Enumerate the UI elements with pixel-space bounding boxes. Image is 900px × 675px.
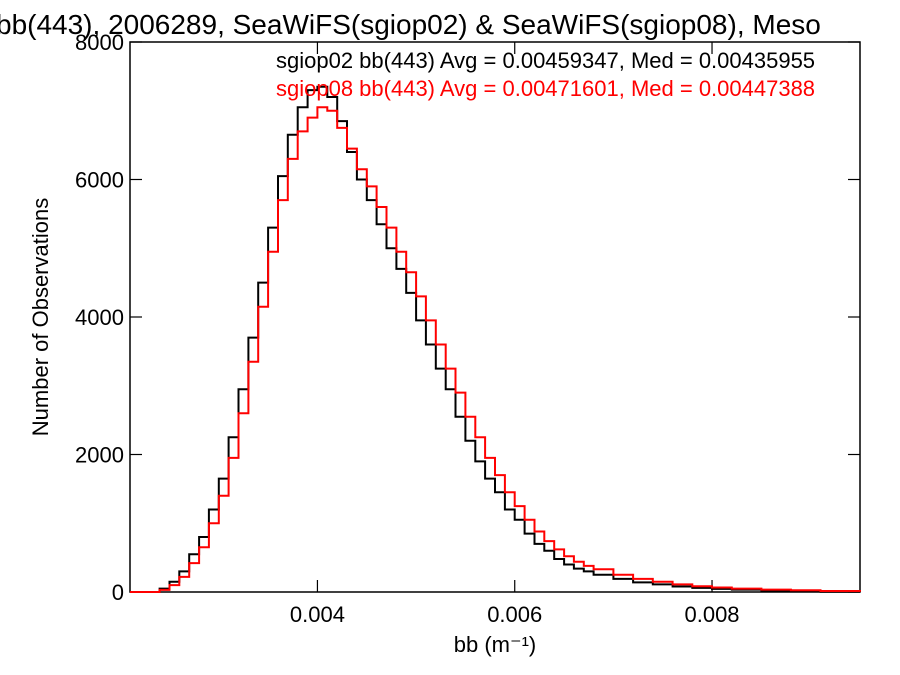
y-tick-label: 6000 <box>75 168 124 193</box>
y-tick-label: 8000 <box>75 30 124 55</box>
stats-annotation: sgiop08 bb(443) Avg = 0.00471601, Med = … <box>276 76 815 101</box>
axis-ticks: 0 2000 4000 6000 8000 0.004 0.006 0.008 <box>75 30 860 627</box>
stats-annotation: sgiop02 bb(443) Avg = 0.00459347, Med = … <box>276 48 815 73</box>
series-layer <box>130 85 861 593</box>
plot-frame <box>129 41 861 593</box>
y-tick-label: 4000 <box>75 305 124 330</box>
y-axis-label: Number of Observations <box>28 198 53 436</box>
chart-title: bb(443), 2006289, SeaWiFS(sgiop02) & Sea… <box>0 9 821 40</box>
series-line-1 <box>130 106 861 593</box>
x-tick-label: 0.004 <box>290 602 345 627</box>
series-line-0 <box>130 85 861 593</box>
x-tick-label: 0.008 <box>684 602 739 627</box>
x-tick-label: 0.006 <box>487 602 542 627</box>
y-tick-label: 2000 <box>75 443 124 468</box>
x-axis-label: bb (m⁻¹) <box>454 632 537 657</box>
y-tick-label: 0 <box>112 580 124 605</box>
annotations: sgiop02 bb(443) Avg = 0.00459347, Med = … <box>276 48 815 101</box>
